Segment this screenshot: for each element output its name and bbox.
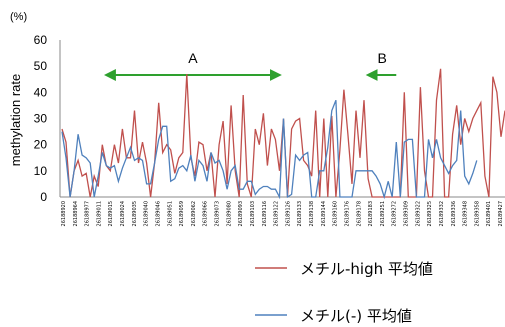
x-tick-label: 26189035 (132, 201, 138, 226)
x-tick-label: 26188964 (73, 201, 79, 226)
x-tick-label: 26189073 (215, 201, 221, 226)
x-tick-label: 26189133 (297, 201, 303, 226)
region-label: B (377, 50, 386, 66)
legend: メチル-high 平均値 メチル(-) 平均値 (255, 260, 433, 325)
x-tick-label: 26189322 (415, 201, 421, 226)
y-tick-label: 20 (34, 138, 48, 152)
x-tick-label: 26189015 (108, 201, 114, 226)
x-tick-label: 26189309 (404, 201, 410, 226)
x-tick-label: 26189103 (250, 201, 256, 226)
x-tick-label: 26189160 (333, 201, 339, 226)
y-tick-label: 40 (34, 85, 48, 99)
x-tick-label: 26189093 (238, 201, 244, 226)
x-tick-label: 26189183 (368, 201, 374, 226)
x-tick-label: 26189332 (439, 201, 445, 226)
legend-label-high: メチル-high 平均値 (300, 260, 433, 278)
x-tick-label: 26189051 (167, 201, 173, 226)
y-tick-label: 60 (34, 33, 48, 47)
y-tick-label: 50 (34, 59, 48, 73)
x-tick-label: 26189046 (156, 201, 162, 226)
x-tick-label: 26188977 (85, 201, 91, 226)
x-tick-label: 26189348 (463, 201, 469, 226)
x-tick-label: 26189066 (203, 201, 209, 226)
x-tick-label: 26189358 (474, 201, 480, 226)
x-tick-label: 26189040 (144, 201, 150, 226)
x-tick-label: 26189024 (120, 201, 126, 226)
x-tick-label: 26189427 (498, 201, 504, 226)
x-tick-label: 26189126 (285, 201, 291, 226)
y-tick-label: 10 (34, 164, 48, 178)
x-tick-label: 26189138 (309, 201, 315, 226)
x-tick-label: 26189011 (96, 201, 102, 226)
series-lines (61, 68, 505, 200)
x-tick-label: 26189144 (321, 201, 327, 226)
x-tick-label: 26189272 (392, 201, 398, 226)
y-tick-label: 30 (34, 112, 48, 126)
series-line-none (61, 99, 478, 200)
x-tick-label: 26189062 (191, 201, 197, 226)
x-tick-labels: 26188920 26188964 26188977 26189011 26189015… (61, 201, 504, 226)
x-tick-label: 26189116 (262, 201, 268, 226)
region-label: A (188, 50, 198, 66)
legend-label-none: メチル(-) 平均値 (300, 307, 412, 325)
y-tick-label: 0 (40, 190, 47, 204)
y-axis-label: methylation rate (8, 74, 23, 167)
x-tick-label: 26189401 (486, 201, 492, 226)
x-tick-label: 26188920 (61, 201, 67, 226)
x-tick-label: 26189122 (274, 201, 280, 226)
series-line-high (61, 68, 505, 198)
x-tick-label: 26189251 (380, 201, 386, 226)
x-tick-label: 26189059 (179, 201, 185, 226)
y-unit-label: (%) (10, 11, 27, 23)
x-tick-label: 26189325 (427, 201, 433, 226)
x-tick-label: 26189178 (356, 201, 362, 226)
x-tick-label: 26189080 (226, 201, 232, 226)
x-tick-label: 26189336 (451, 201, 457, 226)
x-tick-label: 26189176 (345, 201, 351, 226)
y-tick-labels: 0 10 20 30 40 50 60 (34, 33, 48, 204)
